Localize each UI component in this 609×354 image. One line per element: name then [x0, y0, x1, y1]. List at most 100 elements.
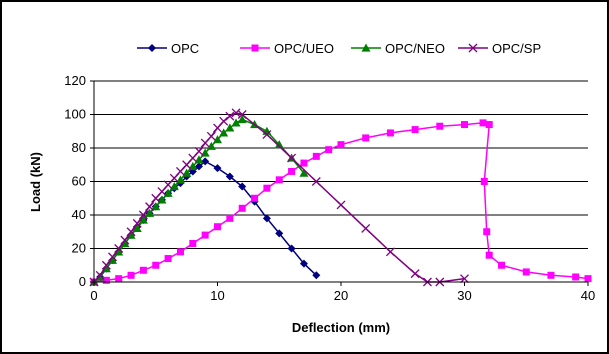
x-point-legend: [468, 43, 478, 53]
square-point: [461, 121, 468, 129]
square-point: [201, 231, 209, 239]
square-point: [479, 119, 487, 127]
square-point: [263, 184, 271, 192]
series-opc-ueo: [90, 119, 592, 286]
x-point: [219, 116, 229, 126]
square-point: [238, 204, 246, 212]
square-point: [436, 122, 444, 130]
square-point: [139, 266, 147, 274]
x-point: [460, 274, 469, 284]
square-point: [214, 223, 221, 231]
square-point: [176, 248, 184, 256]
x-tick-label: 0: [90, 288, 97, 303]
x-tick-label: 40: [581, 288, 595, 303]
diamond-point: [287, 244, 296, 253]
y-tick-label: 40: [72, 207, 86, 222]
square-point: [115, 275, 123, 283]
y-tick-label: 120: [64, 73, 86, 88]
triangle-point: [237, 115, 247, 124]
axis-ticks: 0 20 40 60 80 100 120 0 10 20 30 40: [64, 73, 595, 303]
diamond-point: [238, 182, 247, 191]
x-point: [101, 260, 111, 270]
x-tick-label: 20: [334, 288, 348, 303]
x-point: [194, 146, 204, 156]
triangle-point: [132, 223, 142, 232]
triangle-point: [225, 123, 235, 132]
x-point: [138, 210, 148, 220]
square-point: [362, 134, 370, 142]
triangle-point: [151, 202, 161, 211]
x-point: [145, 202, 155, 212]
diamond-point: [213, 164, 222, 173]
x-point: [287, 153, 297, 163]
x-point: [114, 244, 124, 253]
square-point: [127, 271, 135, 279]
x-point: [361, 223, 371, 233]
diamond-point: [299, 259, 308, 268]
legend-label: OPC: [171, 41, 199, 56]
triangle-point-legend: [361, 43, 371, 52]
square-point: [547, 271, 555, 279]
legend-item: OPC: [137, 41, 199, 56]
square-point: [572, 273, 580, 281]
triangle-point: [274, 140, 284, 149]
legend-item: OPC/SP: [458, 41, 541, 56]
x-point: [126, 227, 136, 237]
square-point: [288, 167, 296, 175]
x-tick-label: 30: [457, 288, 471, 303]
series-layer: [89, 108, 592, 287]
y-tick-label: 60: [72, 174, 86, 189]
square-point: [152, 261, 160, 269]
square-point: [480, 178, 488, 185]
diamond-point-legend: [148, 44, 156, 52]
square-point: [102, 276, 110, 284]
square-point: [251, 194, 259, 202]
square-point: [498, 261, 506, 269]
diamond-point: [201, 157, 210, 166]
legend: OPC OPC/UEO OPC/NEO OPC/SP: [137, 41, 541, 56]
y-tick-label: 100: [64, 107, 86, 122]
legend-label: OPC/UEO: [274, 41, 334, 56]
y-tick-label: 80: [72, 140, 86, 155]
x-point: [385, 247, 395, 257]
x-point: [336, 200, 346, 210]
square-point-legend: [251, 44, 259, 52]
diamond-point: [275, 229, 284, 238]
square-point: [300, 159, 308, 167]
x-point: [237, 110, 247, 119]
square-point: [386, 129, 394, 137]
y-tick-label: 0: [79, 274, 86, 289]
diamond-point: [312, 271, 321, 280]
square-point: [411, 126, 419, 134]
square-point: [483, 228, 491, 236]
triangle-point: [138, 215, 148, 224]
x-point: [108, 252, 117, 262]
y-axis-title: Load (kN): [28, 152, 43, 212]
diamond-point: [194, 162, 203, 171]
square-point: [164, 255, 172, 263]
triangle-point: [299, 168, 309, 177]
x-point: [120, 235, 130, 245]
x-point: [410, 269, 420, 279]
legend-label: OPC/NEO: [385, 41, 445, 56]
diamond-point: [225, 172, 234, 181]
legend-item: OPC/NEO: [351, 41, 445, 56]
square-point: [226, 214, 234, 222]
triangle-point: [213, 135, 222, 144]
square-point: [325, 146, 333, 154]
square-point: [584, 275, 592, 283]
triangle-point: [145, 208, 155, 217]
square-point: [312, 152, 320, 160]
square-point: [485, 251, 493, 259]
x-point: [95, 270, 105, 280]
x-point: [206, 131, 216, 141]
x-point: [311, 177, 321, 186]
x-tick-label: 10: [210, 288, 224, 303]
x-point: [132, 218, 142, 228]
triangle-point: [231, 118, 241, 127]
diamond-point: [262, 214, 271, 223]
square-point: [275, 176, 283, 184]
square-point: [522, 268, 530, 276]
legend-label: OPC/SP: [492, 41, 541, 56]
